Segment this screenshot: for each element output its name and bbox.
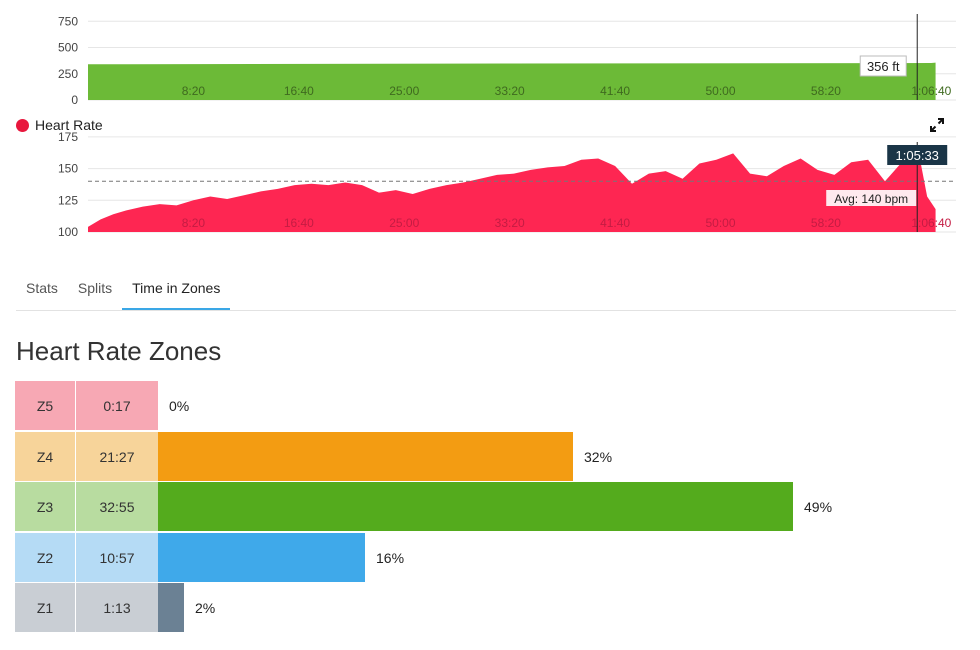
zone-bar: [158, 482, 793, 531]
zone-row: Z5 0:17 0%: [15, 381, 189, 430]
zone-bar: [158, 533, 365, 582]
x-tick-label: 1:06:40: [911, 216, 951, 230]
x-tick-label: 25:00: [389, 84, 419, 98]
x-tick-label: 41:40: [600, 216, 630, 230]
zone-time: 10:57: [76, 533, 158, 582]
heart-rate-cursor-label-box: [887, 145, 948, 165]
x-tick-label: 50:00: [705, 216, 735, 230]
y-tick-label: 0: [71, 93, 78, 107]
tab-stats[interactable]: Stats: [26, 280, 58, 296]
zone-row: Z4 21:27 32%: [15, 432, 612, 481]
x-tick-label: 33:20: [495, 84, 525, 98]
series-area: [88, 62, 936, 100]
zone-time: 21:27: [76, 432, 158, 481]
zone-time: 32:55: [76, 482, 158, 531]
zone-percent-label: 0%: [169, 397, 190, 414]
heart-rate-legend-label: Heart Rate: [35, 117, 103, 133]
zone-percent-label: 32%: [584, 448, 613, 465]
zone-label: Z4: [15, 432, 76, 481]
x-tick-label: 16:40: [284, 84, 314, 98]
y-tick-label: 150: [58, 162, 78, 176]
elevation-cursor-label: 356 ft: [859, 55, 907, 77]
heart-rate-legend-dot: [16, 118, 29, 132]
y-tick-label: 750: [58, 14, 78, 28]
expand-icon[interactable]: [929, 117, 945, 133]
y-tick-label: 100: [58, 225, 78, 237]
x-tick-label: 33:20: [495, 216, 525, 230]
y-tick-label: 250: [58, 67, 78, 81]
x-tick-label: 1:06:40: [911, 84, 951, 98]
x-tick-label: 58:20: [811, 216, 841, 230]
average-label-text: Avg: 140 bpm: [834, 192, 908, 206]
x-tick-label: 8:20: [182, 84, 206, 98]
zone-label: Z1: [15, 583, 76, 632]
elevation-cursor-label-box: [859, 55, 907, 77]
zone-percent-label: 16%: [376, 549, 405, 566]
x-tick-label: 58:20: [811, 84, 841, 98]
zones-title: Heart Rate Zones: [16, 336, 222, 366]
zone-row: Z1 1:13 2%: [15, 583, 215, 632]
x-tick-label: 16:40: [284, 216, 314, 230]
heart-rate-chart[interactable]: 175 150 125 100 8:20 16:40 25:00 33:20 41:40 50:0…: [0, 112, 980, 237]
tab-time-in-zones[interactable]: Time in Zones: [122, 270, 231, 310]
average-label: Avg: 140 bpm: [826, 190, 917, 206]
zone-percent-label: 2%: [195, 599, 216, 616]
elevation-cursor-label-text: 356 ft: [867, 59, 900, 74]
elevation-chart[interactable]: 750 500 250 0 8:20 16:40 25:00 33:20 41:40 50:00 5…: [0, 0, 980, 112]
zone-bar: [158, 583, 184, 632]
x-tick-label: 41:40: [600, 84, 630, 98]
series-area: [88, 150, 936, 232]
average-label-box: [826, 190, 917, 206]
zone-time: 0:17: [76, 381, 158, 430]
zone-percent-label: 49%: [804, 498, 833, 515]
y-tick-label: 500: [58, 41, 78, 55]
tab-bar: Stats Splits Time in Zones: [16, 270, 956, 311]
y-tick-label: 125: [58, 193, 78, 207]
tab-splits[interactable]: Splits: [77, 280, 113, 296]
zone-label: Z2: [15, 533, 76, 582]
zone-row: Z3 32:55 49%: [15, 482, 832, 531]
x-tick-label: 50:00: [705, 84, 735, 98]
heart-rate-cursor-label: 1:05:33: [887, 145, 948, 165]
zone-time: 1:13: [76, 583, 158, 632]
heart-rate-legend: Heart Rate: [16, 117, 103, 133]
zone-label: Z3: [15, 482, 76, 531]
zone-row: Z2 10:57 16%: [15, 533, 404, 582]
heart-rate-cursor-label-text: 1:05:33: [896, 148, 939, 163]
x-tick-label: 8:20: [182, 216, 206, 230]
x-tick-label: 25:00: [389, 216, 419, 230]
zone-bar: [158, 432, 573, 481]
y-tick-label: 175: [58, 130, 78, 144]
zone-label: Z5: [15, 381, 76, 430]
